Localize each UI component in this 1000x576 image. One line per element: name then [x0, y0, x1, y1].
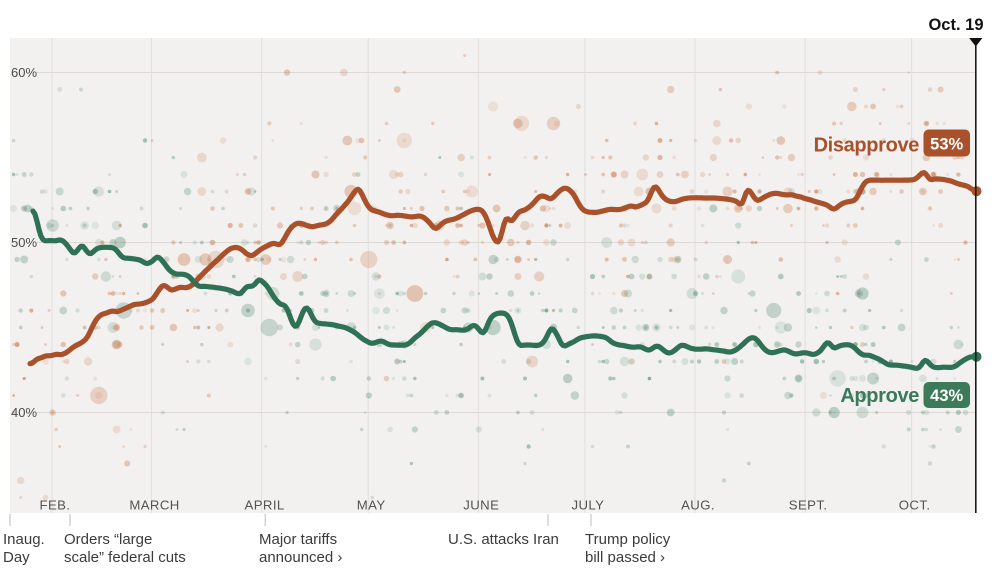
svg-text:Disapprove: Disapprove [814, 135, 920, 157]
svg-text:MARCH: MARCH [129, 498, 179, 513]
svg-text:FEB.: FEB. [40, 498, 71, 513]
svg-text:SEPT.: SEPT. [789, 498, 828, 513]
svg-text:Trump policy: Trump policy [585, 531, 671, 548]
svg-text:Approve: Approve [840, 385, 919, 407]
svg-text:Inaug.: Inaug. [3, 531, 45, 548]
svg-text:43%: 43% [930, 387, 963, 405]
svg-text:Orders “large: Orders “large [64, 531, 152, 548]
svg-text:50%: 50% [11, 235, 37, 250]
svg-text:APRIL: APRIL [245, 498, 285, 513]
svg-text:JULY: JULY [571, 498, 604, 513]
svg-text:53%: 53% [930, 136, 963, 154]
svg-text:announced ›: announced › [259, 549, 342, 566]
svg-text:AUG.: AUG. [681, 498, 715, 513]
svg-text:U.S. attacks Iran: U.S. attacks Iran [448, 531, 559, 548]
svg-text:OCT.: OCT. [899, 498, 931, 513]
svg-text:scale” federal cuts: scale” federal cuts [64, 549, 186, 566]
svg-text:bill passed ›: bill passed › [585, 549, 665, 566]
svg-text:Major tariffs: Major tariffs [259, 531, 337, 548]
svg-text:Day: Day [3, 549, 30, 566]
svg-text:40%: 40% [11, 405, 37, 420]
svg-text:JUNE: JUNE [463, 498, 499, 513]
svg-text:Oct. 19: Oct. 19 [928, 16, 983, 34]
svg-text:60%: 60% [11, 65, 37, 80]
svg-text:MAY: MAY [357, 498, 386, 513]
